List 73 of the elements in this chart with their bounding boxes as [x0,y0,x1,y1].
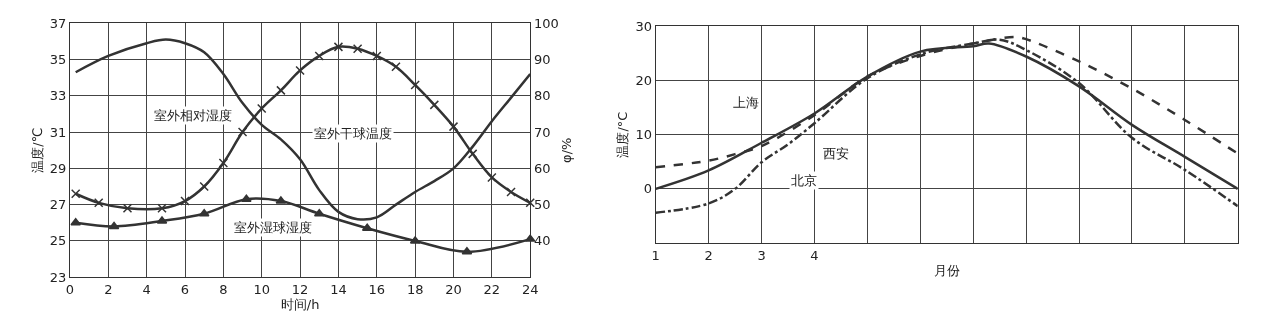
point [276,85,286,96]
y-tick-label: 25 [49,233,67,249]
point [333,42,344,52]
point [157,203,167,214]
x-tick-label: 6 [180,281,190,297]
point [487,172,497,183]
x-tick-label: 12 [291,281,309,297]
x-tick-label: 2 [704,247,713,263]
y2-tick-label: 90 [533,52,551,68]
x-tick-label: 2 [104,281,113,297]
x-tick-label: 20 [445,281,462,297]
x-axis-title: 时间/h [280,297,320,313]
x-axis-title: 月份 [933,263,960,279]
point [467,149,478,159]
y2-tick-label: 60 [533,160,551,176]
y2-axis-title: φ/% [559,137,575,163]
point [70,189,81,199]
y2-tick-label: 50 [533,197,551,213]
point [448,121,459,132]
annotation: 上海 [733,95,759,110]
point [198,208,210,217]
y-tick-label: 27 [49,197,67,213]
point [525,198,535,208]
x-tick-label: 18 [406,281,424,297]
y-tick-label: 0 [643,181,653,197]
point [295,65,305,76]
y2-tick-label: 100 [533,15,559,31]
y-tick-label: 23 [49,269,67,285]
y-tick-label: 37 [49,15,67,31]
y2-tick-label: 70 [533,124,551,140]
y-tick-label: 35 [49,52,67,68]
point [237,127,248,137]
point [256,103,267,114]
x-tick-label: 24 [521,281,539,297]
annotation: 西安 [823,146,849,161]
point [352,43,363,54]
point [199,181,209,192]
point [391,62,401,72]
point [108,221,120,230]
y-tick-label: 33 [49,88,67,104]
x-tick-label: 16 [368,281,386,297]
y-tick-label: 10 [635,127,653,143]
point [429,100,440,110]
y-tick-label: 29 [49,160,67,176]
point [372,51,382,61]
point [122,203,133,214]
x-tick-label: 4 [810,247,819,263]
x-tick-label: 14 [330,281,347,297]
point [93,198,104,208]
annotation: 室外相对湿度 [154,108,232,123]
y-tick-label: 30 [635,18,653,34]
point [218,158,229,168]
point [241,194,252,202]
y-axis-title: 温度/℃ [29,127,45,173]
point [410,80,420,90]
y-tick-label: 31 [49,124,67,140]
x-tick-label: 22 [483,281,501,297]
x-tick-label: 10 [253,281,270,297]
x-tick-label: 8 [219,281,228,297]
x-tick-label: 1 [651,247,660,263]
x-tick-label: 4 [142,281,151,297]
annotation: 室外湿球湿度 [234,220,312,235]
point [180,196,190,206]
point [313,208,325,217]
annotation: 室外干球温度 [314,126,392,141]
x-tick-label: 3 [757,247,766,263]
y-tick-label: 20 [635,72,653,88]
y-axis-title: 温度/°C [615,111,631,158]
point [506,187,516,197]
y2-tick-label: 40 [533,233,551,249]
y2-tick-label: 80 [533,88,551,104]
point [314,51,325,61]
annotation: 北京 [791,173,817,188]
